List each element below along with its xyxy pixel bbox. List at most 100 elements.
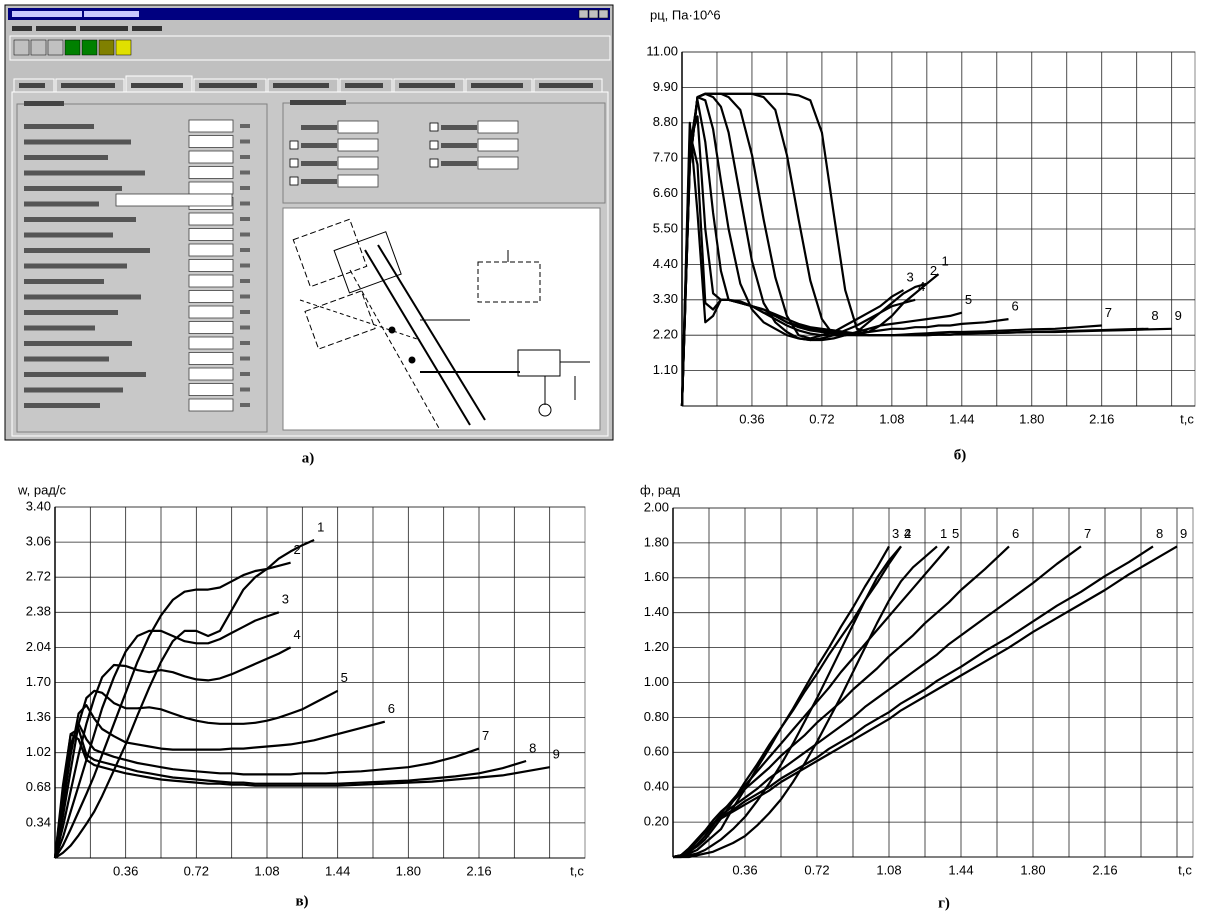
menu-item[interactable] bbox=[80, 26, 128, 31]
input-box[interactable] bbox=[189, 213, 233, 225]
option-label bbox=[441, 125, 477, 130]
chart: 0.200.400.600.801.001.201.401.601.802.00… bbox=[640, 482, 1193, 911]
series-label: 3 bbox=[892, 526, 899, 541]
input-box[interactable] bbox=[189, 275, 233, 287]
unit-label bbox=[240, 202, 250, 206]
input-box[interactable] bbox=[189, 244, 233, 256]
x-tick-label: 1.44 bbox=[325, 863, 350, 878]
toolbar-button[interactable] bbox=[31, 40, 46, 55]
series-label: 1 bbox=[317, 519, 324, 534]
unit-label bbox=[240, 357, 250, 361]
input-box[interactable] bbox=[478, 121, 518, 133]
y-tick-label: 0.20 bbox=[644, 814, 669, 829]
field-label bbox=[24, 326, 95, 331]
option-label bbox=[301, 125, 337, 130]
tab-text bbox=[273, 83, 329, 88]
field-label bbox=[24, 186, 122, 191]
tab-text bbox=[199, 83, 257, 88]
checkbox[interactable] bbox=[290, 177, 298, 185]
y-tick-label: 3.40 bbox=[26, 498, 51, 513]
tab-text bbox=[345, 83, 383, 88]
unit-label bbox=[240, 341, 250, 345]
input-box[interactable] bbox=[338, 157, 378, 169]
field-label bbox=[24, 403, 100, 408]
y-tick-label: 0.68 bbox=[26, 779, 51, 794]
series-label: 8 bbox=[1156, 526, 1163, 541]
field-label bbox=[24, 233, 113, 238]
checkbox[interactable] bbox=[430, 159, 438, 167]
x-tick-label: 1.80 bbox=[1020, 862, 1045, 877]
input-box[interactable] bbox=[189, 353, 233, 365]
series-label: 2 bbox=[930, 263, 937, 278]
unit-label bbox=[240, 310, 250, 314]
y-tick-label: 5.50 bbox=[653, 220, 678, 235]
series-label: 6 bbox=[1012, 526, 1019, 541]
series-label: 6 bbox=[1011, 299, 1018, 314]
series-label: 7 bbox=[1105, 305, 1112, 320]
input-box[interactable] bbox=[189, 136, 233, 148]
y-tick-label: 0.80 bbox=[644, 709, 669, 724]
unit-label bbox=[240, 140, 250, 144]
input-box[interactable] bbox=[189, 384, 233, 396]
title-text bbox=[12, 11, 82, 17]
toolbar-button[interactable] bbox=[116, 40, 131, 55]
input-box[interactable] bbox=[189, 167, 233, 179]
y-tick-label: 6.60 bbox=[653, 185, 678, 200]
title-text bbox=[84, 11, 139, 17]
checkbox[interactable] bbox=[290, 141, 298, 149]
close-button[interactable] bbox=[599, 10, 608, 18]
input-box[interactable] bbox=[338, 121, 378, 133]
minimize-button[interactable] bbox=[579, 10, 588, 18]
chart: 0.340.681.021.361.702.042.382.723.063.40… bbox=[17, 482, 585, 909]
toolbar-button[interactable] bbox=[14, 40, 29, 55]
maximize-button[interactable] bbox=[589, 10, 598, 18]
input-box[interactable] bbox=[189, 120, 233, 132]
input-box[interactable] bbox=[189, 399, 233, 411]
input-box[interactable] bbox=[338, 139, 378, 151]
field-label bbox=[24, 264, 127, 269]
input-box[interactable] bbox=[189, 306, 233, 318]
menu-item[interactable] bbox=[132, 26, 162, 31]
tab-text bbox=[471, 83, 523, 88]
unit-label bbox=[240, 171, 250, 175]
series-label: 9 bbox=[1175, 308, 1182, 323]
option-label bbox=[301, 143, 337, 148]
y-tick-label: 1.40 bbox=[644, 604, 669, 619]
tab-text bbox=[539, 83, 593, 88]
x-axis-label: t,c bbox=[1178, 862, 1192, 877]
input-box[interactable] bbox=[189, 337, 233, 349]
y-tick-label: 0.40 bbox=[644, 779, 669, 794]
option-label bbox=[441, 161, 477, 166]
toolbar-button[interactable] bbox=[99, 40, 114, 55]
input-box[interactable] bbox=[189, 182, 233, 194]
input-box[interactable] bbox=[478, 139, 518, 151]
checkbox[interactable] bbox=[430, 123, 438, 131]
input-box[interactable] bbox=[478, 157, 518, 169]
x-tick-label: 1.44 bbox=[949, 411, 974, 426]
series-label: 8 bbox=[529, 740, 536, 755]
group-title bbox=[290, 100, 346, 105]
series-label: 3 bbox=[907, 270, 914, 285]
input-box[interactable] bbox=[338, 175, 378, 187]
input-box[interactable] bbox=[189, 151, 233, 163]
input-box[interactable] bbox=[189, 229, 233, 241]
x-tick-label: 1.80 bbox=[1019, 411, 1044, 426]
toolbar-button[interactable] bbox=[65, 40, 80, 55]
input-box[interactable] bbox=[189, 260, 233, 272]
checkbox[interactable] bbox=[430, 141, 438, 149]
menu-item[interactable] bbox=[12, 26, 32, 31]
input-box[interactable] bbox=[189, 322, 233, 334]
y-tick-label: 2.72 bbox=[26, 569, 51, 584]
y-tick-label: 1.02 bbox=[26, 744, 51, 759]
toolbar-button[interactable] bbox=[48, 40, 63, 55]
input-box[interactable] bbox=[189, 291, 233, 303]
series-label: 1 bbox=[940, 526, 947, 541]
option-label bbox=[301, 161, 337, 166]
checkbox[interactable] bbox=[290, 159, 298, 167]
toolbar-button[interactable] bbox=[82, 40, 97, 55]
input-box[interactable] bbox=[189, 368, 233, 380]
input-box[interactable] bbox=[116, 194, 232, 206]
tab-text bbox=[19, 83, 45, 88]
field-label bbox=[24, 217, 136, 222]
menu-item[interactable] bbox=[36, 26, 76, 31]
